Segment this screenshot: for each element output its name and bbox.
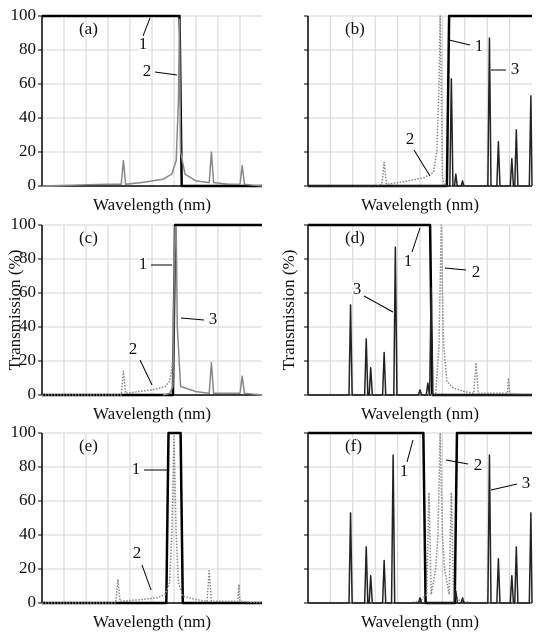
y-axis-label: Transmission (%): [279, 250, 298, 371]
y-tick-label: 0: [28, 175, 37, 194]
y-tick-label: 0: [28, 384, 37, 403]
y-tick-label: 40: [19, 524, 36, 543]
x-axis-label: Wavelength (nm): [361, 195, 479, 214]
panel-label: (d): [345, 228, 365, 247]
series-line: [308, 15, 532, 187]
annotation-leader: [490, 483, 518, 491]
series-annotation: 1: [400, 461, 409, 480]
y-tick-label: 100: [11, 5, 37, 24]
series-annotation: 2: [143, 61, 152, 80]
panel-label: (c): [79, 228, 98, 247]
x-axis-label: Wavelength (nm): [93, 612, 211, 631]
annotation-leader: [406, 439, 414, 463]
annotation-leader: [142, 17, 151, 37]
series-line: [42, 431, 262, 605]
annotation-leader: [141, 564, 152, 591]
annotation-leader: [154, 71, 178, 76]
y-tick-label: 40: [19, 316, 36, 335]
y-tick-label: 20: [19, 141, 36, 160]
series-annotation: 3: [209, 309, 218, 328]
annotation-leader: [444, 267, 467, 271]
y-tick-label: 80: [19, 248, 36, 267]
series-annotation: 2: [129, 339, 138, 358]
series-annotation: 2: [406, 129, 415, 148]
x-axis-label: Wavelength (nm): [93, 195, 211, 214]
x-axis-label: Wavelength (nm): [361, 612, 479, 631]
y-tick-label: 40: [19, 107, 36, 126]
panel-label: (a): [79, 19, 98, 38]
annotation-leader: [448, 39, 471, 46]
series-line: [308, 224, 533, 396]
series-annotation: 2: [472, 262, 481, 281]
series-annotation: 2: [474, 455, 483, 474]
series-annotation: 1: [475, 36, 484, 55]
series-annotation: 2: [133, 543, 142, 562]
x-axis-label: Wavelength (nm): [93, 404, 211, 423]
series-annotation: 1: [139, 254, 148, 273]
y-tick-label: 20: [19, 350, 36, 369]
series-annotation: 3: [353, 279, 362, 298]
y-tick-label: 20: [19, 558, 36, 577]
y-axis-label: Transmission (%): [5, 250, 24, 371]
series-annotation: 3: [511, 59, 520, 78]
series-annotation: 1: [139, 34, 148, 53]
annotation-leader: [180, 317, 205, 321]
series-line: [41, 18, 263, 187]
series-line: [42, 435, 263, 604]
annotation-leader: [411, 227, 421, 253]
y-tick-label: 100: [11, 422, 37, 441]
panel-label: (b): [345, 19, 365, 38]
y-tick-label: 60: [19, 490, 36, 509]
series-line: [162, 225, 263, 396]
y-tick-label: 100: [11, 214, 37, 233]
y-tick-label: 80: [19, 456, 36, 475]
series-line: [308, 246, 532, 396]
annotation-leader: [445, 459, 469, 465]
annotation-leader: [363, 295, 394, 313]
y-tick-label: 80: [19, 39, 36, 58]
series-annotation: 3: [522, 473, 531, 492]
series-line: [308, 454, 533, 604]
series-line: [308, 37, 533, 187]
annotation-leader: [139, 359, 153, 386]
y-tick-label: 60: [19, 73, 36, 92]
x-axis-label: Wavelength (nm): [361, 404, 479, 423]
y-tick-label: 60: [19, 282, 36, 301]
series-line: [42, 360, 174, 396]
panel-label: (e): [79, 436, 98, 455]
y-tick-label: 0: [28, 592, 37, 611]
panel-label: (f): [345, 436, 362, 455]
series-annotation: 1: [404, 251, 413, 270]
series-annotation: 1: [132, 459, 141, 478]
annotation-leader: [413, 149, 431, 177]
